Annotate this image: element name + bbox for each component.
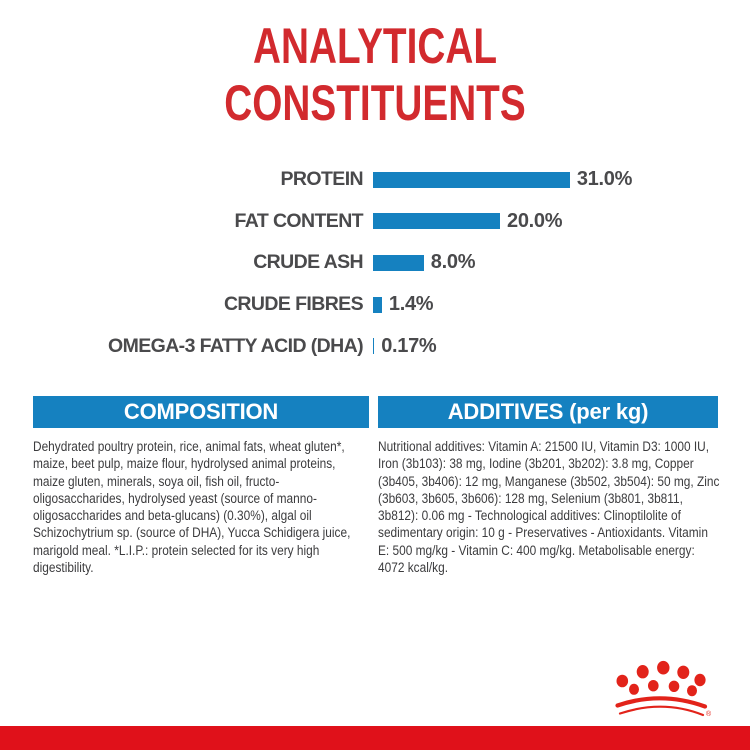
title-line-2: CONSTITUENTS <box>224 75 526 131</box>
chart-bar <box>373 171 570 188</box>
chart-bar <box>373 213 500 230</box>
page-title: ANALYTICAL CONSTITUENTS <box>0 18 750 132</box>
chart-category-label: CRUDE FIBRES <box>223 293 364 316</box>
chart-value-label: 31.0% <box>576 168 633 191</box>
chart-category-label: CRUDE ASH <box>253 251 363 274</box>
chart-value-label: 8.0% <box>430 251 476 274</box>
chart-row: CRUDE FIBRES 1.4% <box>0 284 750 326</box>
chart-row: FAT CONTENT 20.0% <box>0 201 750 243</box>
chart-category-label: FAT CONTENT <box>234 209 364 232</box>
additives-text: Nutritional additives: Vitamin A: 21500 … <box>378 439 720 576</box>
analytical-chart: PROTEIN 31.0% FAT CONTENT 20.0% CRUDE ASH 8.0… <box>0 159 750 367</box>
composition-text: Dehydrated poultry protein, rice, animal… <box>33 439 351 576</box>
chart-bar <box>373 254 424 271</box>
chart-bar <box>373 338 375 355</box>
chart-row: CRUDE ASH 8.0% <box>0 242 750 284</box>
chart-row: OMEGA-3 FATTY ACID (DHA) 0.17% <box>0 325 750 367</box>
title-line-1: ANALYTICAL <box>252 18 497 74</box>
chart-value-label: 0.17% <box>381 334 437 357</box>
chart-bar <box>373 296 382 313</box>
chart-value-label: 1.4% <box>388 293 434 316</box>
bottom-red-bar <box>0 726 750 750</box>
additives-header: ADDITIVES (per kg) <box>378 396 718 428</box>
crown-icon: ® <box>615 660 712 718</box>
chart-category-label: PROTEIN <box>280 168 364 191</box>
chart-row: PROTEIN 31.0% <box>0 159 750 201</box>
royal-canin-crown-logo: ® <box>600 652 730 722</box>
chart-category-label: OMEGA-3 FATTY ACID (DHA) <box>108 334 364 357</box>
registered-mark: ® <box>706 710 712 718</box>
composition-header: COMPOSITION <box>33 396 369 428</box>
chart-value-label: 20.0% <box>507 209 563 232</box>
